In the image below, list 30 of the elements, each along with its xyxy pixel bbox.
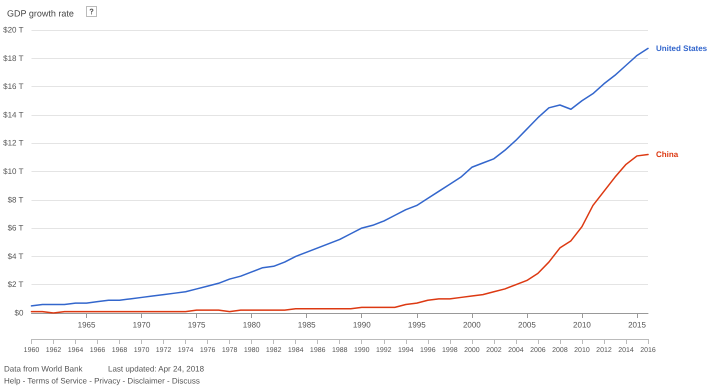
- x-tick-label: 2010: [573, 320, 592, 330]
- y-tick-label: $18 T: [3, 54, 24, 63]
- series-label: China: [656, 150, 679, 160]
- line-series: [30, 154, 649, 314]
- x-tick-label: 2015: [628, 320, 646, 330]
- x-tick-label: 2000: [462, 320, 482, 330]
- y-tick-label: $6 T: [8, 224, 24, 233]
- text: Help - Terms of Service - Privacy - Disclaimer - Discuss: [4, 376, 200, 386]
- chart-title: GDP growth rate: [7, 8, 74, 18]
- x-tick-label: 1965: [78, 320, 96, 330]
- text: Last updated: Apr 24, 2018: [108, 364, 205, 374]
- y-tick-label: $8 T: [8, 195, 24, 204]
- y-tick-label: $12 T: [3, 138, 24, 148]
- x-tick-label: 1995: [408, 320, 426, 330]
- text: Data from World Bank: [4, 364, 84, 374]
- y-tick-label: $10 T: [3, 167, 24, 176]
- y-tick-label: $2 T: [8, 280, 24, 290]
- x-tick-label: 1990: [352, 320, 372, 330]
- y-tick-label: $16 T: [3, 82, 24, 92]
- y-tick-label: $20 T: [3, 26, 24, 34]
- line-series: [30, 48, 649, 307]
- y-tick-label: $0: [14, 308, 24, 318]
- x-tick-label: 1985: [298, 320, 316, 330]
- x-tick-label: 1970: [132, 320, 152, 330]
- y-tick-label: $4 T: [8, 252, 24, 261]
- x-tick-label: 1975: [188, 320, 206, 330]
- x-tick-label: 1980: [242, 320, 262, 330]
- y-tick-label: $14 T: [3, 110, 24, 120]
- x-tick-label: 2005: [518, 320, 536, 330]
- series-label: United States: [656, 44, 708, 53]
